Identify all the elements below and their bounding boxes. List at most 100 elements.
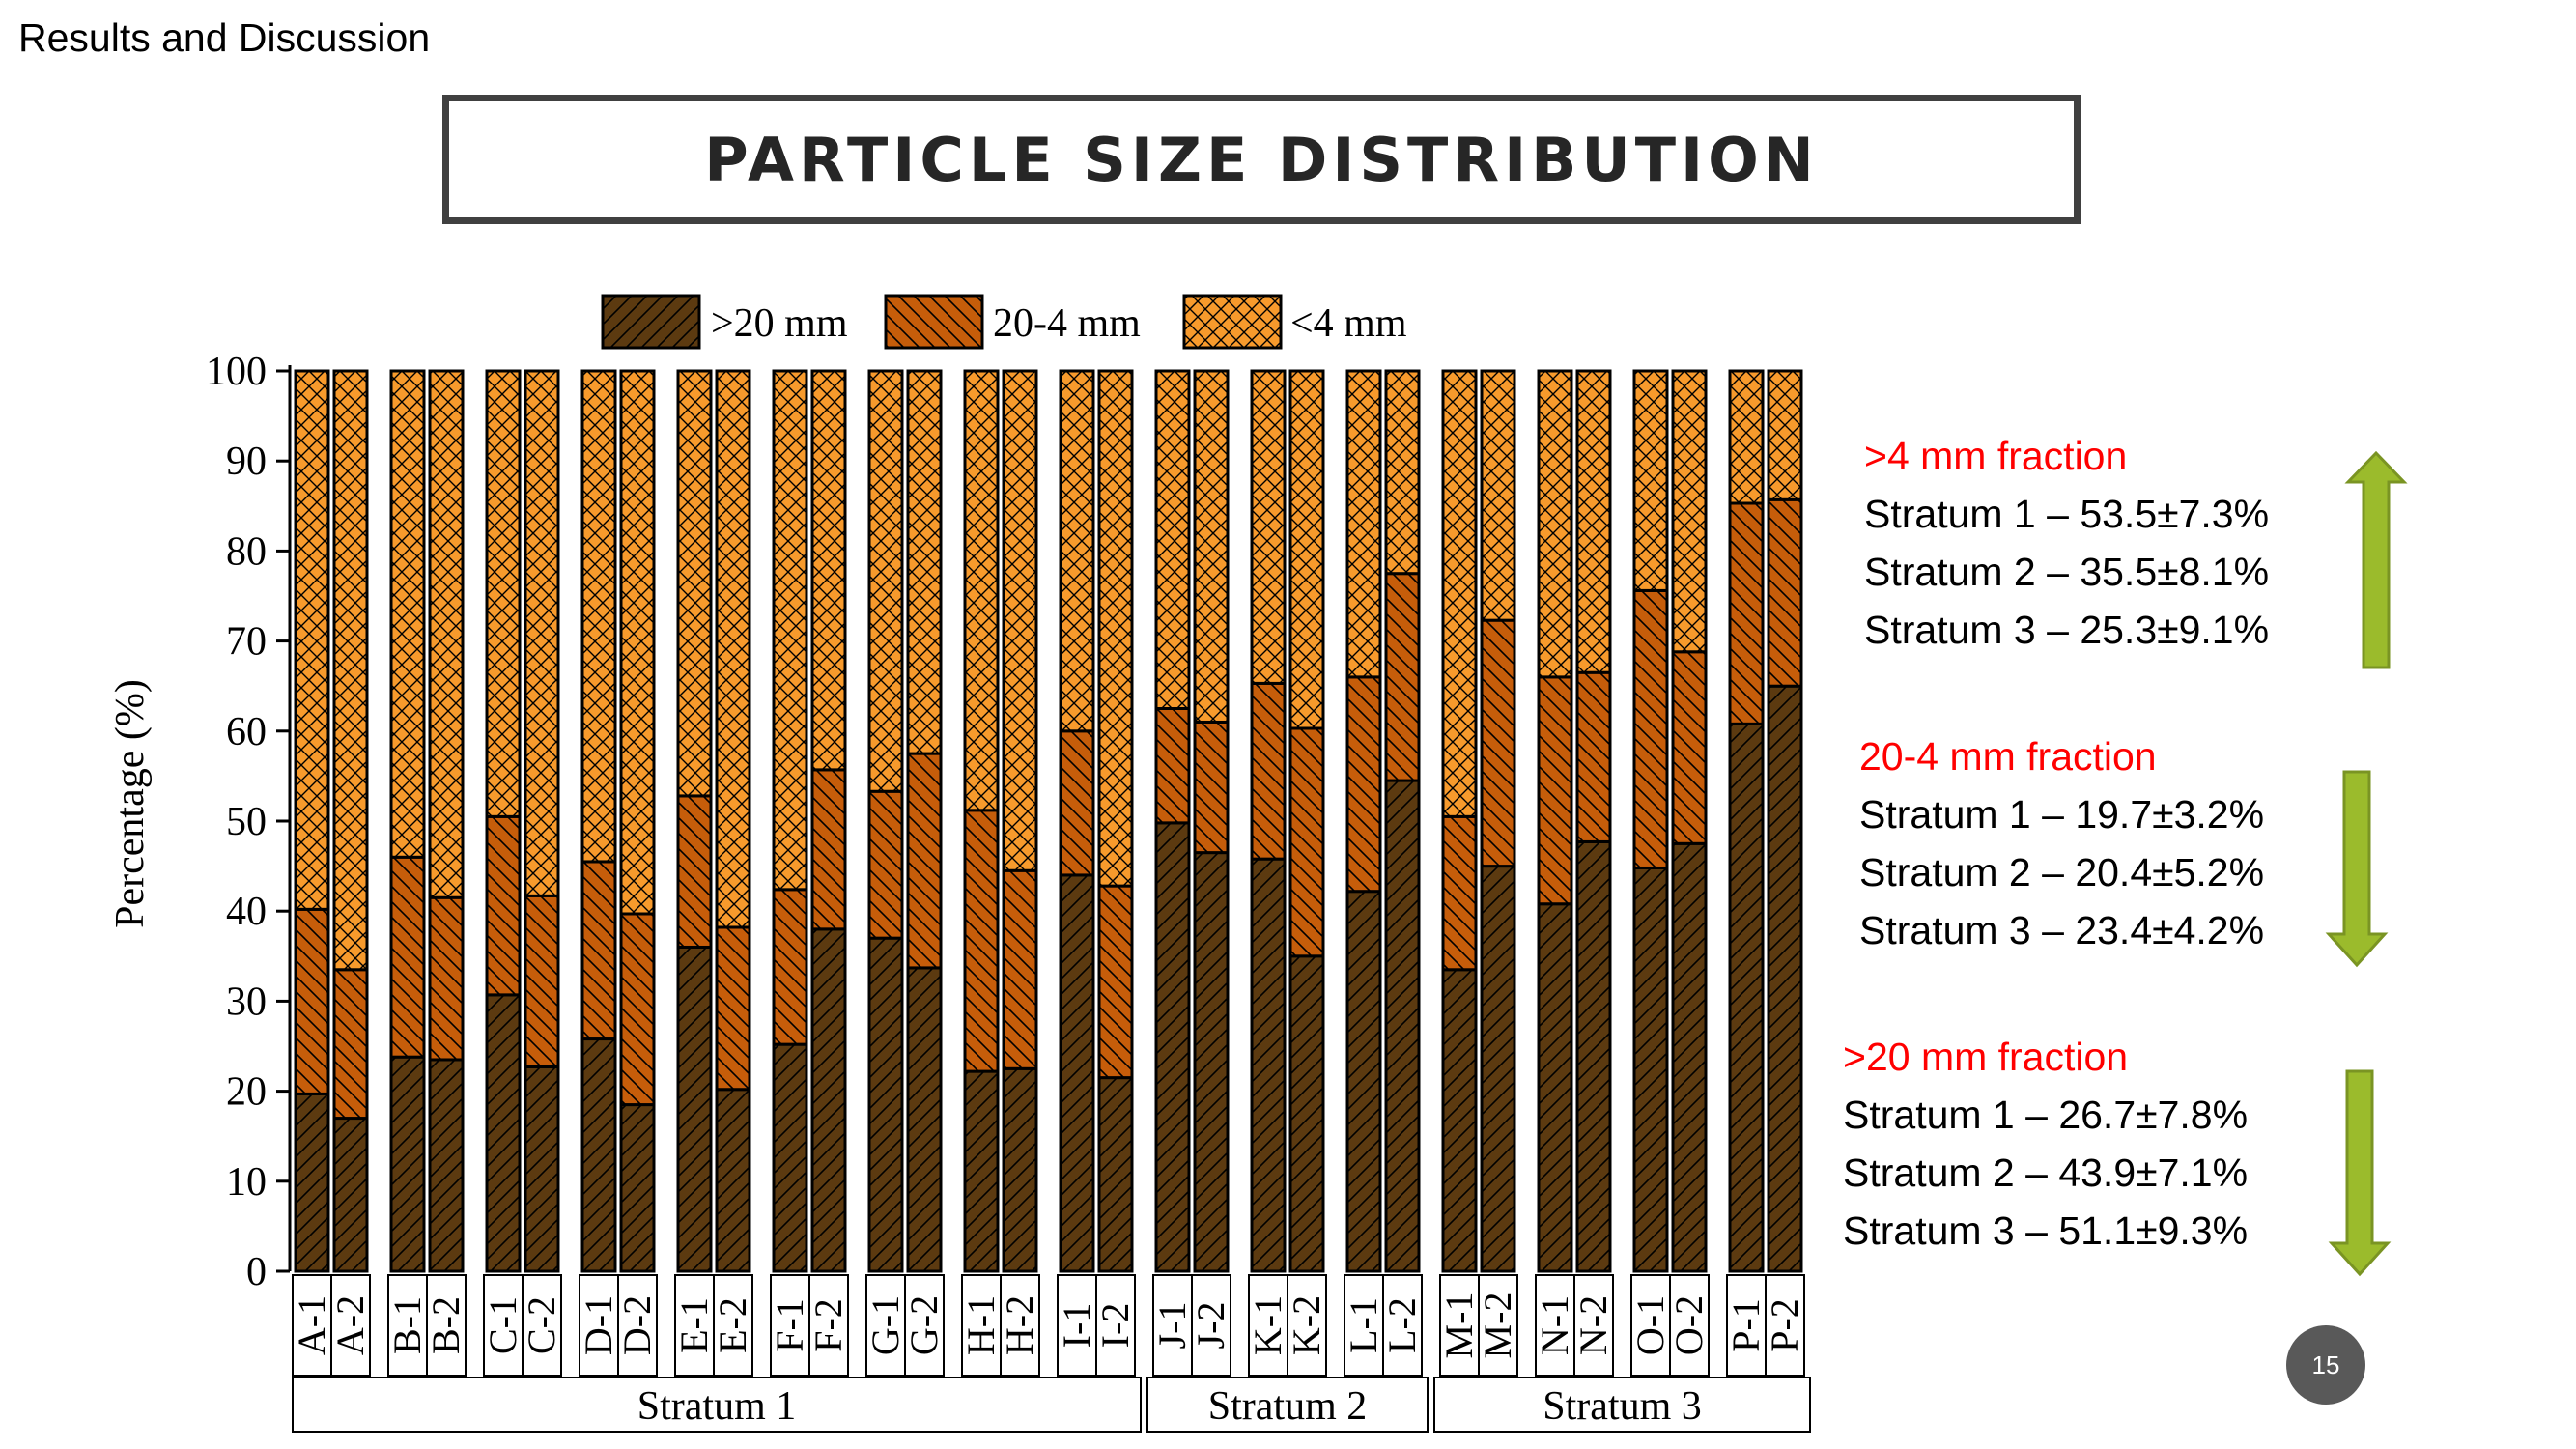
y-tick-label-20: 20 [226, 1070, 267, 1115]
bar-segment-h-1-4-mm [963, 369, 1000, 812]
bar-o-2 [1671, 369, 1708, 1273]
y-tick-label-70: 70 [226, 620, 267, 665]
bar-segment-i-2-4-mm [1097, 369, 1134, 888]
legend-label-gt20: >20 mm [711, 301, 848, 346]
x-tick-label-g-2: G-2 [902, 1295, 946, 1355]
summary-mid-heading: 20-4 mm fraction [1859, 734, 2157, 779]
legend-swatch-gt20 [601, 294, 701, 350]
x-label-box-o-2 [1669, 1274, 1710, 1377]
bar-segment-f-1-4-mm [772, 369, 808, 892]
summary-lt4-line-1: Stratum 1 – 53.5±7.3% [1864, 492, 2270, 536]
x-label-box-h-2 [1000, 1274, 1040, 1377]
x-tick-label-h-2: H-2 [998, 1295, 1041, 1355]
title-box: PARTICLE SIZE DISTRIBUTION [442, 95, 2081, 224]
bar-segment-j-1-20-4-mm [1154, 707, 1191, 825]
x-label-box-m-2 [1478, 1274, 1518, 1377]
bar-segment-k-2-20-mm [1288, 954, 1325, 1273]
bar-segment-m-2-20-mm [1480, 865, 1516, 1273]
bar-segment-d-1-4-mm [580, 369, 617, 864]
stratum-groups: Stratum 1 Stratum 2 Stratum 3 [292, 1377, 1811, 1433]
bar-segment-a-1-20-mm [294, 1092, 330, 1273]
x-label-box-e-1 [674, 1274, 715, 1377]
summary-gt20-line-2: Stratum 2 – 43.9±7.1% [1843, 1151, 2249, 1195]
arrow-down-icon [2325, 770, 2389, 968]
bar-g-2 [906, 369, 943, 1273]
legend-label-mid: 20-4 mm [993, 301, 1141, 346]
bar-n-2 [1575, 369, 1612, 1273]
bar-segment-h-1-20-4-mm [963, 809, 1000, 1073]
bar-segment-c-1-20-mm [485, 993, 522, 1273]
chart-legend: >20 mm 20-4 mm <4 mm [601, 294, 1407, 350]
x-label-box-d-2 [617, 1274, 658, 1377]
bar-segment-e-2-20-4-mm [715, 925, 751, 1092]
bar-m-2 [1480, 369, 1516, 1273]
x-label-box-b-1 [387, 1274, 428, 1377]
bar-segment-k-1-4-mm [1250, 369, 1287, 685]
bar-segment-p-2-4-mm [1767, 369, 1803, 501]
bar-segment-p-2-20-mm [1767, 684, 1803, 1273]
bar-c-2 [524, 369, 560, 1273]
legend-item-lt4: <4 mm [1182, 294, 1407, 350]
bar-segment-j-2-20-mm [1193, 851, 1230, 1273]
bar-e-2 [715, 369, 751, 1273]
bar-segment-h-2-20-mm [1002, 1066, 1038, 1273]
y-tick-label-10: 10 [226, 1160, 267, 1205]
bar-segment-g-2-20-mm [906, 966, 943, 1273]
bar-segment-a-1-4-mm [294, 369, 330, 911]
y-axis: 0 10 20 30 40 50 60 70 80 90 100 [206, 350, 292, 1294]
bar-segment-b-1-4-mm [389, 369, 426, 859]
x-label-box-a-2 [330, 1274, 371, 1377]
bar-segment-h-2-4-mm [1002, 369, 1038, 872]
bar-segment-d-2-4-mm [619, 369, 656, 916]
bar-segment-a-1-20-4-mm [294, 907, 330, 1095]
x-tick-label-f-2: F-2 [807, 1298, 850, 1352]
bar-segment-o-2-4-mm [1671, 369, 1708, 654]
group-label-stratum-2: Stratum 2 [1208, 1384, 1368, 1429]
x-label-box-i-1 [1057, 1274, 1097, 1377]
x-label-box-i-2 [1095, 1274, 1136, 1377]
bar-segment-h-2-20-4-mm [1002, 868, 1038, 1070]
legend-swatch-mid [884, 294, 984, 350]
summary-gt20-line-3: Stratum 3 – 51.1±9.3% [1843, 1208, 2249, 1253]
bar-segment-p-2-20-4-mm [1767, 497, 1803, 688]
bar-segment-n-1-20-mm [1537, 902, 1573, 1273]
y-tick-label-30: 30 [226, 980, 267, 1024]
bar-l-1 [1345, 369, 1382, 1273]
x-label-box-l-1 [1344, 1274, 1384, 1377]
bar-j-2 [1193, 369, 1230, 1273]
bar-segment-e-1-20-4-mm [676, 794, 713, 949]
bar-segment-f-2-20-4-mm [810, 768, 847, 931]
x-tick-label-p-2: P-2 [1763, 1298, 1806, 1352]
bar-d-1 [580, 369, 617, 1273]
bar-segment-m-1-4-mm [1441, 369, 1478, 818]
group-label-stratum-1: Stratum 1 [637, 1384, 797, 1429]
bar-segment-o-2-20-mm [1671, 841, 1708, 1273]
bar-segment-l-1-20-4-mm [1345, 675, 1382, 894]
section-label: Results and Discussion [18, 15, 431, 60]
bar-segment-b-2-20-mm [428, 1058, 465, 1273]
bar-segment-j-1-4-mm [1154, 369, 1191, 710]
bar-segment-n-1-20-4-mm [1537, 675, 1573, 906]
bar-segment-b-1-20-mm [389, 1055, 426, 1273]
x-tick-label-e-2: E-2 [711, 1297, 754, 1353]
bar-segment-i-2-20-mm [1097, 1076, 1134, 1273]
x-label-box-p-2 [1765, 1274, 1805, 1377]
bar-segment-m-2-20-4-mm [1480, 618, 1516, 868]
bar-segment-m-1-20-4-mm [1441, 814, 1478, 972]
x-tick-label-o-1: O-1 [1628, 1295, 1672, 1355]
y-tick-label-100: 100 [206, 350, 267, 394]
bar-segment-o-1-4-mm [1632, 369, 1669, 592]
bar-segment-j-1-20-mm [1154, 821, 1191, 1273]
x-label-box-j-2 [1191, 1274, 1231, 1377]
bar-segment-g-1-20-mm [867, 936, 904, 1273]
x-tick-label-d-1: D-1 [577, 1295, 620, 1355]
bar-segment-a-2-20-4-mm [332, 968, 369, 1121]
bar-k-1 [1250, 369, 1287, 1273]
bar-segment-l-2-20-mm [1384, 779, 1421, 1273]
bar-i-2 [1097, 369, 1134, 1273]
summary-mid-line-2: Stratum 2 – 20.4±5.2% [1859, 850, 2265, 895]
bar-segment-l-2-4-mm [1384, 369, 1421, 576]
bar-segment-b-1-20-4-mm [389, 855, 426, 1059]
bar-segment-e-2-4-mm [715, 369, 751, 929]
